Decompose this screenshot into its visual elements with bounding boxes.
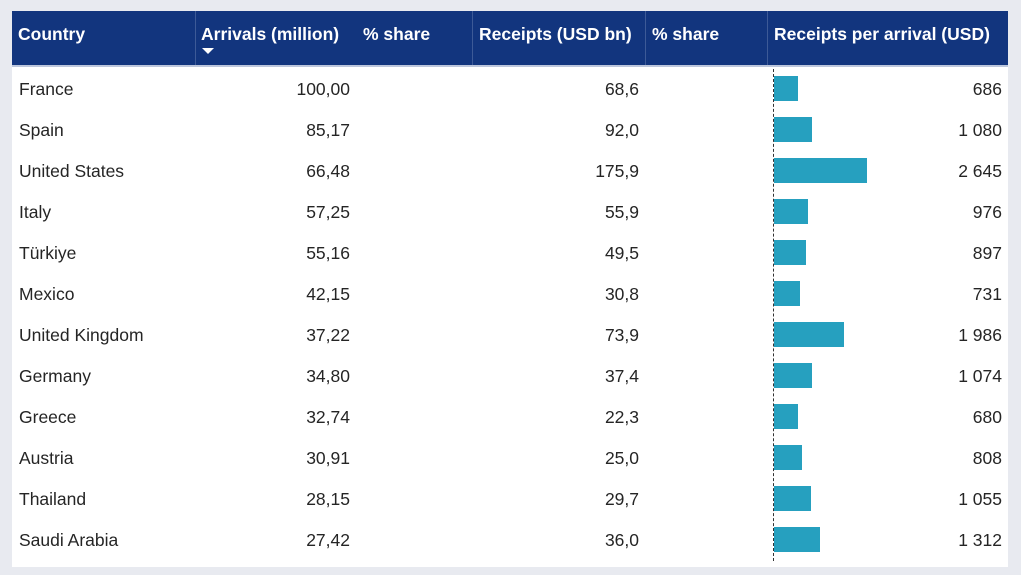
arrivals-cell: 28,15 xyxy=(306,489,350,509)
country-cell: Thailand xyxy=(19,489,87,509)
receipts-per-arrival-cell: 1 080 xyxy=(958,120,1002,140)
sort-descending-icon xyxy=(202,48,214,54)
country-cell: United States xyxy=(19,161,125,181)
receipts-cell: 22,3 xyxy=(604,407,639,427)
receipts-per-arrival-cell: 731 xyxy=(972,284,1002,304)
arrivals-cell: 57,25 xyxy=(306,202,350,222)
table-body: France 100,00 68,6 686 Spain 85,17 92,0 1 080 Un… xyxy=(12,69,1008,561)
receipts-cell: 37,4 xyxy=(604,366,639,386)
table-row[interactable]: Italy 57,25 55,9 976 xyxy=(12,192,1008,233)
country-cell: France xyxy=(19,79,74,99)
bar-axis-line xyxy=(773,69,774,561)
table-row[interactable]: Germany 34,80 37,4 1 074 xyxy=(12,356,1008,397)
arrivals-cell: 66,48 xyxy=(306,161,350,181)
receipts-cell: 175,9 xyxy=(595,161,639,181)
receipts-per-arrival-bar[interactable] xyxy=(774,404,798,429)
arrivals-cell: 32,74 xyxy=(306,407,350,427)
receipts-per-arrival-cell: 1 986 xyxy=(958,325,1002,345)
receipts-cell: 30,8 xyxy=(604,284,639,304)
header-receipts-share[interactable]: % share xyxy=(652,24,720,44)
country-cell: Spain xyxy=(19,120,64,140)
table-row[interactable]: United Kingdom 37,22 73,9 1 986 xyxy=(12,315,1008,356)
receipts-cell: 55,9 xyxy=(604,202,639,222)
arrivals-cell: 42,15 xyxy=(306,284,350,304)
table-row[interactable]: France 100,00 68,6 686 xyxy=(12,69,1008,110)
receipts-per-arrival-bar[interactable] xyxy=(774,445,802,470)
country-cell: Mexico xyxy=(19,284,75,304)
receipts-cell: 36,0 xyxy=(604,530,639,550)
arrivals-cell: 30,91 xyxy=(306,448,350,468)
country-cell: Saudi Arabia xyxy=(19,530,119,550)
arrivals-cell: 85,17 xyxy=(306,120,350,140)
table-row[interactable]: Austria 30,91 25,0 808 xyxy=(12,438,1008,479)
table-row[interactable]: Greece 32,74 22,3 680 xyxy=(12,397,1008,438)
column-divider[interactable] xyxy=(472,11,473,65)
arrivals-cell: 55,16 xyxy=(306,243,350,263)
receipts-cell: 92,0 xyxy=(604,120,639,140)
table-row[interactable]: Thailand 28,15 29,7 1 055 xyxy=(12,479,1008,520)
receipts-cell: 49,5 xyxy=(604,243,639,263)
country-cell: Italy xyxy=(19,202,52,222)
header-arrivals-share[interactable]: % share xyxy=(363,24,431,44)
header-receipts-per-arrival[interactable]: Receipts per arrival (USD) xyxy=(774,24,990,44)
receipts-per-arrival-bar[interactable] xyxy=(774,240,806,265)
receipts-per-arrival-cell: 2 645 xyxy=(958,161,1002,181)
arrivals-cell: 34,80 xyxy=(306,366,350,386)
table-row[interactable]: Saudi Arabia 27,42 36,0 1 312 xyxy=(12,520,1008,561)
receipts-cell: 68,6 xyxy=(604,79,639,99)
receipts-per-arrival-bar[interactable] xyxy=(774,363,812,388)
column-divider[interactable] xyxy=(645,11,646,65)
header-arrivals[interactable]: Arrivals (million) xyxy=(201,24,340,44)
column-divider[interactable] xyxy=(767,11,768,65)
table-row[interactable]: Spain 85,17 92,0 1 080 xyxy=(12,110,1008,151)
column-divider[interactable] xyxy=(195,11,196,65)
table-visual: Country Arrivals (million) % share Recei… xyxy=(12,11,1008,567)
receipts-per-arrival-cell: 1 312 xyxy=(958,530,1002,550)
receipts-per-arrival-bar[interactable] xyxy=(774,76,798,101)
table-header: Country Arrivals (million) % share Recei… xyxy=(12,11,1008,67)
table-row[interactable]: Mexico 42,15 30,8 731 xyxy=(12,274,1008,315)
country-cell: Germany xyxy=(19,366,91,386)
receipts-per-arrival-cell: 976 xyxy=(972,202,1002,222)
receipts-per-arrival-cell: 1 074 xyxy=(958,366,1002,386)
receipts-per-arrival-bar[interactable] xyxy=(774,199,808,224)
receipts-per-arrival-cell: 808 xyxy=(972,448,1002,468)
receipts-per-arrival-cell: 686 xyxy=(972,79,1002,99)
receipts-per-arrival-cell: 897 xyxy=(972,243,1002,263)
receipts-per-arrival-bar[interactable] xyxy=(774,117,812,142)
receipts-per-arrival-bar[interactable] xyxy=(774,158,867,183)
receipts-per-arrival-cell: 1 055 xyxy=(958,489,1002,509)
receipts-cell: 73,9 xyxy=(604,325,639,345)
country-cell: Türkiye xyxy=(19,243,77,263)
receipts-per-arrival-bar[interactable] xyxy=(774,486,811,511)
table-row[interactable]: Türkiye 55,16 49,5 897 xyxy=(12,233,1008,274)
receipts-cell: 29,7 xyxy=(604,489,639,509)
table-row[interactable]: United States 66,48 175,9 2 645 xyxy=(12,151,1008,192)
country-cell: Greece xyxy=(19,407,77,427)
receipts-per-arrival-bar[interactable] xyxy=(774,281,800,306)
country-cell: United Kingdom xyxy=(19,325,144,345)
receipts-cell: 25,0 xyxy=(604,448,639,468)
receipts-per-arrival-cell: 680 xyxy=(972,407,1002,427)
receipts-per-arrival-bar[interactable] xyxy=(774,527,820,552)
arrivals-cell: 37,22 xyxy=(306,325,350,345)
header-receipts[interactable]: Receipts (USD bn) xyxy=(479,24,632,44)
country-cell: Austria xyxy=(19,448,74,468)
receipts-per-arrival-bar[interactable] xyxy=(774,322,844,347)
arrivals-cell: 27,42 xyxy=(306,530,350,550)
arrivals-cell: 100,00 xyxy=(296,79,350,99)
header-country[interactable]: Country xyxy=(18,24,86,44)
